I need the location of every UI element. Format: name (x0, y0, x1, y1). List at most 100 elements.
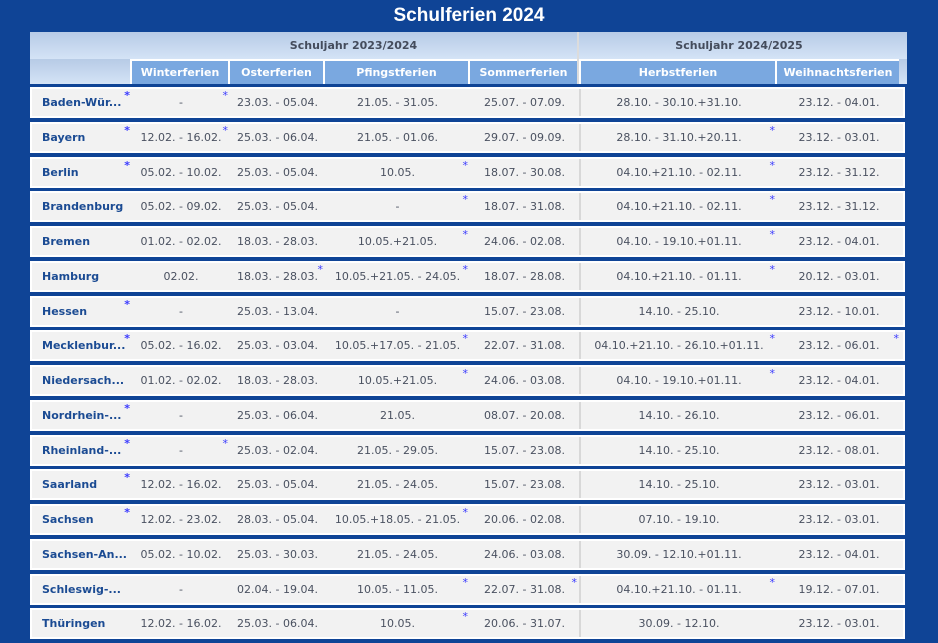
date-range: 28.03. - 05.04. (237, 513, 318, 526)
column-header[interactable]: Winterferien (130, 59, 228, 84)
date-range: 14.10. - 25.10. (638, 443, 720, 457)
footnote-asterisk[interactable]: * (462, 193, 469, 207)
date-range: 20.06. - 31.07. (484, 617, 565, 631)
state-link[interactable]: Berlin * (32, 159, 132, 186)
state-link[interactable]: Thüringen (32, 610, 132, 637)
table-row: Brandenburg 05.02. - 09.02. 25.03. - 05.04… (30, 191, 905, 223)
date-range: 29.07. - 09.09. (484, 130, 565, 144)
state-name: Saarland (42, 478, 98, 492)
footnote-asterisk[interactable]: * (769, 123, 776, 137)
holiday-cell: 21.05. - 24.05. (325, 471, 470, 498)
footnote-asterisk[interactable]: * (222, 123, 229, 137)
column-header[interactable]: Weihnachtsferien (775, 59, 899, 84)
holiday-cell: 01.02. - 02.02. (132, 367, 230, 394)
footnote-asterisk[interactable]: * (769, 262, 776, 276)
holiday-cell: 14.10. - 25.10. (581, 437, 777, 464)
footnote-asterisk[interactable]: * (769, 158, 776, 172)
footnote-asterisk[interactable]: * (124, 297, 130, 311)
footnote-asterisk[interactable]: * (462, 610, 469, 624)
date-range: 21.05. - 24.05. (357, 547, 438, 561)
state-link[interactable]: Mecklenbur... * (32, 332, 132, 359)
state-name: Rheinland-... (42, 443, 122, 457)
footnote-asterisk[interactable]: * (124, 436, 130, 450)
holiday-cell: 25.03. - 13.04. (230, 298, 325, 325)
state-link[interactable]: Baden-Wür... * (32, 89, 132, 116)
state-link[interactable]: Rheinland-... * (32, 437, 132, 464)
footnote-asterisk[interactable]: * (124, 471, 130, 485)
footnote-asterisk[interactable]: * (462, 332, 469, 346)
state-name: Nordrhein-... (42, 408, 122, 422)
holiday-cell: 21.05. (325, 402, 470, 429)
holiday-table: Schuljahr 2023/2024 Schuljahr 2024/2025 … (30, 32, 907, 643)
column-header[interactable]: Sommerferien (468, 59, 577, 84)
state-link[interactable]: Brandenburg (32, 193, 132, 220)
footnote-asterisk[interactable]: * (124, 332, 130, 346)
footnote-asterisk[interactable]: * (124, 158, 130, 172)
footnote-asterisk[interactable]: * (462, 262, 469, 276)
footnote-asterisk[interactable]: * (222, 436, 229, 450)
holiday-cell: 04.10.+21.10. - 01.11. * (581, 263, 777, 290)
footnote-asterisk[interactable]: * (462, 367, 469, 380)
state-link[interactable]: Schleswig-... (32, 576, 132, 603)
holiday-cell: 25.03. - 06.04. (230, 610, 325, 637)
footnote-asterisk[interactable]: * (124, 401, 130, 415)
holiday-cell: 01.02. - 02.02. (132, 228, 230, 255)
state-link[interactable]: Hamburg (32, 263, 132, 290)
holiday-cell: 05.02. - 10.02. (132, 541, 230, 568)
state-link[interactable]: Nordrhein-... * (32, 402, 132, 429)
column-header[interactable]: Herbstferien (579, 59, 775, 84)
state-link[interactable]: Bayern * (32, 124, 132, 151)
date-range: 25.03. - 13.04. (237, 304, 318, 318)
holiday-cell: 23.12. - 03.01. (777, 124, 901, 151)
holiday-cell: 23.12. - 04.01. (777, 541, 901, 568)
footnote-asterisk[interactable]: * (462, 575, 469, 589)
footnote-asterisk[interactable]: * (893, 332, 900, 346)
date-range: 14.10. - 25.10. (638, 304, 720, 318)
footnote-asterisk[interactable]: * (124, 506, 130, 519)
footnote-asterisk[interactable]: * (571, 575, 578, 589)
holiday-cell: 15.07. - 23.08. (470, 437, 579, 464)
state-link[interactable]: Niedersach... (32, 367, 132, 394)
state-link[interactable]: Saarland * (32, 471, 132, 498)
footnote-asterisk[interactable]: * (124, 89, 130, 102)
date-range: 12.02. - 16.02. (140, 617, 222, 631)
footnote-asterisk[interactable]: * (769, 228, 776, 241)
footnote-asterisk[interactable]: * (769, 193, 776, 207)
date-range: - (179, 96, 183, 109)
date-range: 25.03. - 03.04. (237, 339, 318, 353)
footnote-asterisk[interactable]: * (769, 575, 776, 589)
column-divider (579, 123, 581, 151)
footnote-asterisk[interactable]: * (462, 228, 469, 241)
holiday-cell: 19.12. - 07.01. (777, 576, 901, 603)
state-link[interactable]: Sachsen-An... (32, 541, 132, 568)
holiday-cell: 08.07. - 20.08. (470, 402, 579, 429)
holiday-cell: 05.02. - 09.02. (132, 193, 230, 220)
footnote-asterisk[interactable]: * (222, 89, 229, 102)
footnote-asterisk[interactable]: * (769, 367, 776, 380)
holiday-cell: - (132, 402, 230, 429)
date-range: - (179, 582, 183, 596)
column-divider (579, 228, 581, 255)
footnote-asterisk[interactable]: * (462, 506, 469, 519)
state-name: Hessen (42, 304, 88, 318)
state-link[interactable]: Sachsen * (32, 506, 132, 533)
state-name: Schleswig-... (42, 582, 121, 596)
footnote-asterisk[interactable]: * (124, 123, 130, 137)
date-range: 23.12. - 04.01. (798, 547, 880, 561)
footnote-asterisk[interactable]: * (462, 158, 469, 172)
footnote-asterisk[interactable]: * (769, 332, 776, 346)
holiday-cell: 18.03. - 28.03. (230, 228, 325, 255)
column-header[interactable]: Osterferien (228, 59, 323, 84)
state-name: Thüringen (42, 617, 106, 631)
column-header[interactable]: Pfingstferien (323, 59, 468, 84)
footnote-asterisk[interactable]: * (317, 262, 324, 276)
holiday-cell: 10.05. * (325, 610, 470, 637)
holiday-cell: 07.10. - 19.10. (581, 506, 777, 533)
date-range: 21.05. - 29.05. (357, 443, 438, 457)
state-link[interactable]: Bremen (32, 228, 132, 255)
holiday-cell: 25.03. - 06.04. (230, 402, 325, 429)
table-row: Hessen * - 25.03. - 13.04. - 15.07. - 23.08. 1… (30, 295, 905, 327)
state-link[interactable]: Hessen * (32, 298, 132, 325)
holiday-cell: 24.06. - 03.08. (470, 541, 579, 568)
date-range: 21.05. - 24.05. (357, 478, 438, 492)
